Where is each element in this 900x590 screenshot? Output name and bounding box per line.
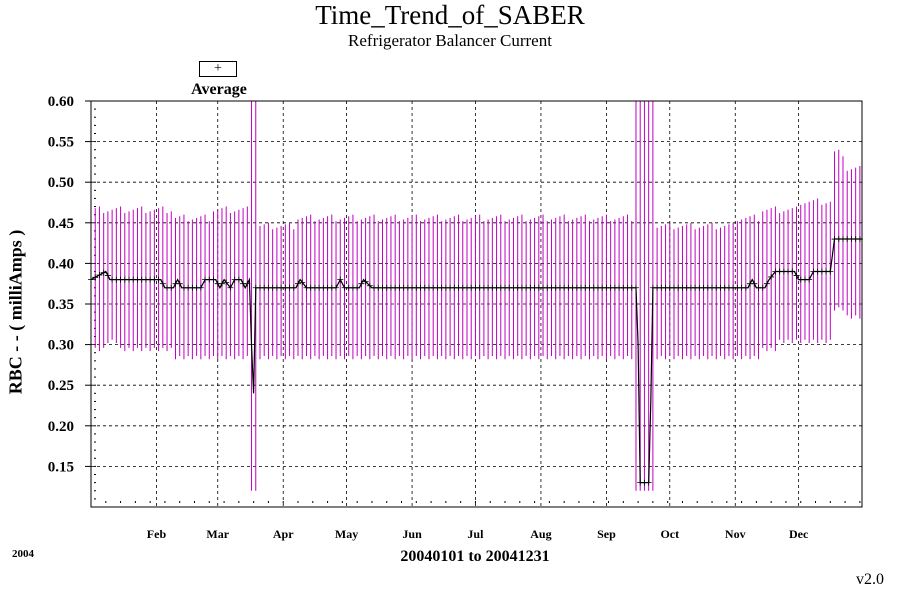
average-marker xyxy=(96,272,103,278)
average-marker xyxy=(197,284,204,291)
x-tick-labels: Feb Mar Apr May Jun Jul Aug Sep Oct Nov Dec xyxy=(147,527,809,541)
average-marker xyxy=(159,280,166,287)
average-marker xyxy=(218,280,225,287)
y-tick-label: 0.55 xyxy=(48,135,74,151)
x-tick-label: Jul xyxy=(467,527,484,541)
average-marker xyxy=(337,276,344,283)
average-marker xyxy=(235,276,242,283)
average-marker xyxy=(645,479,652,486)
average-marker xyxy=(742,284,749,291)
legend-plus-icon: + xyxy=(214,61,222,76)
average-marker xyxy=(155,276,162,283)
chart-title: Time_Trend_of_SABER xyxy=(315,0,585,30)
y-tick-label: 0.40 xyxy=(48,256,74,272)
x-axis-label: 20040101 to 20041231 xyxy=(400,548,550,565)
average-marker xyxy=(366,282,373,289)
y-tick-label: 0.30 xyxy=(48,338,74,354)
plot-frame xyxy=(90,100,863,508)
average-marker xyxy=(768,273,775,280)
x-tick-label: Feb xyxy=(147,527,167,541)
year-label: 2004 xyxy=(12,548,34,560)
average-marker xyxy=(168,284,175,291)
average-marker xyxy=(362,278,369,285)
y-tick-label: 0.60 xyxy=(48,94,74,110)
x-tick-label: Aug xyxy=(530,527,551,541)
average-marker xyxy=(358,280,365,287)
version-label: v2.0 xyxy=(856,571,884,588)
chart-subtitle: Refrigerator Balancer Current xyxy=(348,31,552,50)
average-marker xyxy=(227,284,234,291)
average-marker xyxy=(290,284,297,291)
x-tick-label: Sep xyxy=(597,527,616,541)
average-marker xyxy=(176,280,183,287)
average-marker xyxy=(793,272,800,279)
y-tick-label: 0.35 xyxy=(48,297,74,313)
average-marker xyxy=(299,279,306,286)
y-tick-label: 0.20 xyxy=(48,419,74,435)
x-tick-label: Oct xyxy=(660,527,679,541)
average-marker xyxy=(827,268,834,275)
average-marker xyxy=(244,280,251,287)
y-tick-label: 0.25 xyxy=(48,378,74,394)
y-tick-label: 0.45 xyxy=(48,216,74,232)
average-marker xyxy=(789,268,796,275)
average-marker xyxy=(763,280,770,287)
average-marker xyxy=(333,284,340,291)
average-marker xyxy=(806,276,813,283)
y-tick-label: 0.50 xyxy=(48,175,74,191)
average-line xyxy=(90,238,862,484)
x-tick-label: Apr xyxy=(273,527,294,541)
average-marker xyxy=(210,276,217,283)
x-tick-label: Mar xyxy=(206,527,229,541)
average-marker xyxy=(632,284,639,291)
average-marker xyxy=(295,280,302,287)
average-marker xyxy=(759,284,766,291)
x-tick-label: Nov xyxy=(725,527,746,541)
y-tick-labels: 0.15 0.20 0.25 0.30 0.35 0.40 0.45 0.50 0.55 0.60 xyxy=(48,94,74,475)
average-marker xyxy=(248,341,255,348)
average-marker xyxy=(354,284,361,291)
average-marker xyxy=(104,272,111,279)
average-series xyxy=(88,236,863,486)
legend-marker-box: + xyxy=(199,61,237,77)
average-marker xyxy=(100,269,107,276)
y-tick-label: 0.15 xyxy=(48,459,74,475)
average-marker xyxy=(751,280,758,287)
legend-label: Average xyxy=(191,81,247,98)
x-tick-label: Jun xyxy=(402,527,422,541)
average-marker xyxy=(92,274,99,281)
x-tick-label: Dec xyxy=(789,527,809,541)
average-marker xyxy=(223,279,230,286)
x-tick-label: May xyxy=(335,527,358,541)
